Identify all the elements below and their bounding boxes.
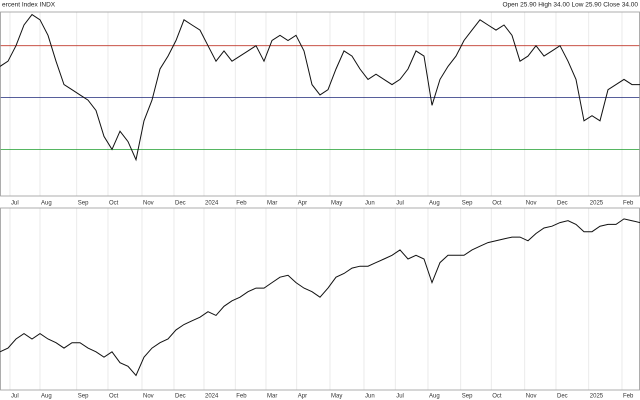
x-tick-label: Feb xyxy=(236,394,247,400)
x-tick-label: Feb xyxy=(623,201,634,207)
x-tick-label: 2024 xyxy=(205,394,219,400)
x-tick-label: Sep xyxy=(78,394,89,400)
x-tick-label: Nov xyxy=(526,201,537,207)
x-tick-label: Apr xyxy=(298,394,307,400)
x-tick-label: May xyxy=(331,394,342,400)
x-tick-label: Jun xyxy=(365,394,375,400)
data-line xyxy=(0,13,640,162)
x-tick-label: Jul xyxy=(396,201,404,207)
x-tick-label: Feb xyxy=(236,201,247,207)
x-tick-label: Oct xyxy=(492,201,502,207)
x-tick-label: Sep xyxy=(462,201,473,207)
x-tick-label: Aug xyxy=(429,394,440,400)
x-tick-label: Oct xyxy=(109,201,119,207)
x-tick-label: Sep xyxy=(78,201,89,207)
x-tick-label: Jul xyxy=(396,394,404,400)
chart-title: ercent Index INDX xyxy=(2,2,56,9)
x-tick-label: Mar xyxy=(267,394,277,400)
x-tick-label: May xyxy=(331,201,342,207)
x-tick-label: Oct xyxy=(109,394,119,400)
x-tick-label: Nov xyxy=(143,394,154,400)
x-tick-label: Oct xyxy=(492,394,502,400)
x-tick-label: Dec xyxy=(175,394,186,400)
x-tick-label: Apr xyxy=(298,201,307,207)
x-tick-label: Aug xyxy=(429,201,440,207)
x-tick-label: Mar xyxy=(267,201,277,207)
x-tick-label: Jul xyxy=(11,394,19,400)
x-tick-label: 2024 xyxy=(205,201,219,207)
x-tick-label: Sep xyxy=(462,394,473,400)
x-tick-label: 2025 xyxy=(590,201,604,207)
x-tick-label: Dec xyxy=(557,394,568,400)
x-tick-label: Aug xyxy=(41,394,52,400)
x-tick-label: Dec xyxy=(557,201,568,207)
x-tick-label: Jun xyxy=(365,201,375,207)
x-tick-label: Feb xyxy=(623,394,634,400)
x-tick-label: Nov xyxy=(143,201,154,207)
x-tick-label: 2025 xyxy=(590,394,604,400)
ohlc-readout: Open 25.90 High 34.00 Low 25.90 Close 34… xyxy=(502,2,638,9)
x-tick-label: Dec xyxy=(175,201,186,207)
data-line xyxy=(0,218,640,377)
x-tick-label: Aug xyxy=(41,201,52,207)
x-tick-label: Nov xyxy=(526,394,537,400)
x-tick-label: Jul xyxy=(11,201,19,207)
